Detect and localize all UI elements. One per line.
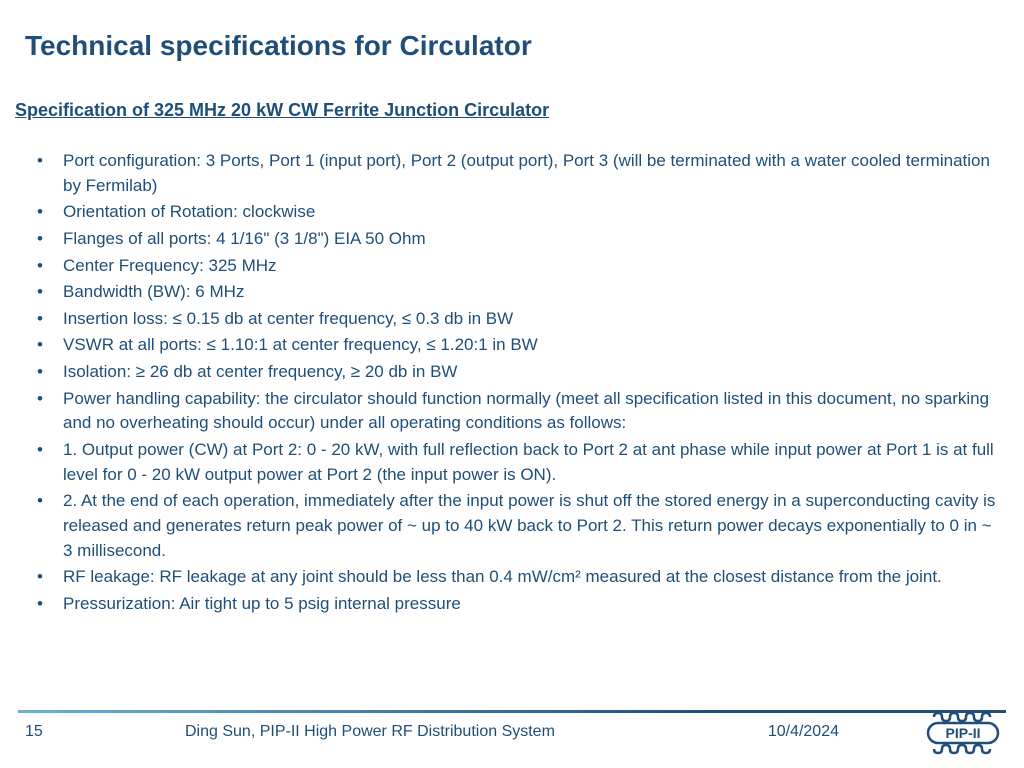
page-number: 15: [25, 723, 80, 741]
spec-item: Insertion loss: ≤ 0.15 db at center freq…: [33, 307, 999, 332]
spec-item: Isolation: ≥ 26 db at center frequency, …: [33, 360, 999, 385]
spec-item: Center Frequency: 325 MHz: [33, 254, 999, 279]
footer-divider: [18, 710, 1006, 713]
logo-text: PIP-II: [945, 725, 980, 741]
page-title: Technical specifications for Circulator: [25, 30, 999, 62]
spec-list: Port configuration: 3 Ports, Port 1 (inp…: [25, 149, 999, 619]
spec-item: VSWR at all ports: ≤ 1.10:1 at center fr…: [33, 333, 999, 358]
spec-item: Port configuration: 3 Ports, Port 1 (inp…: [33, 149, 999, 198]
spec-item: 2. At the end of each operation, immedia…: [33, 489, 999, 563]
spec-item: Power handling capability: the circulato…: [33, 387, 999, 436]
spec-item: Pressurization: Air tight up to 5 psig i…: [33, 592, 999, 617]
spec-item: 1. Output power (CW) at Port 2: 0 - 20 k…: [33, 438, 999, 487]
slide: Technical specifications for Circulator …: [0, 0, 1024, 768]
spec-item: RF leakage: RF leakage at any joint shou…: [33, 565, 999, 590]
footer-date: 10/4/2024: [768, 723, 839, 741]
spec-item: Flanges of all ports: 4 1/16" (3 1/8") E…: [33, 227, 999, 252]
spec-item: Orientation of Rotation: clockwise: [33, 200, 999, 225]
spec-heading: Specification of 325 MHz 20 kW CW Ferrit…: [15, 100, 999, 121]
footer: 15 Ding Sun, PIP-II High Power RF Distri…: [0, 710, 1024, 768]
footer-row: 15 Ding Sun, PIP-II High Power RF Distri…: [0, 723, 1024, 741]
pip-ii-logo: PIP-II: [924, 711, 1002, 760]
spec-item: Bandwidth (BW): 6 MHz: [33, 280, 999, 305]
footer-author: Ding Sun, PIP-II High Power RF Distribut…: [185, 723, 555, 741]
